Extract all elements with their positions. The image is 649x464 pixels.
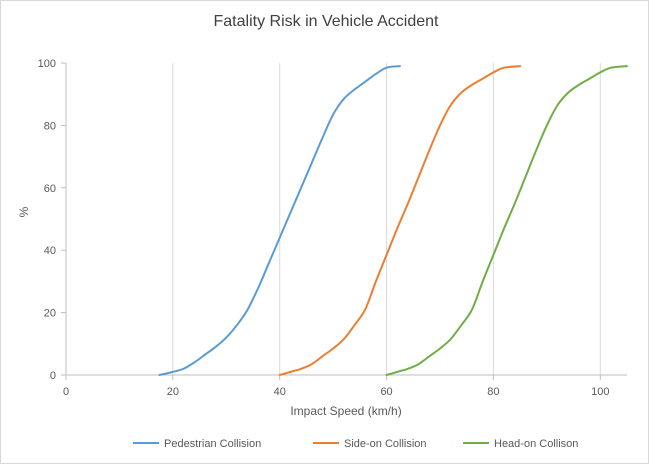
- series-line-2: [385, 65, 628, 376]
- x-tick-label: 60: [380, 386, 392, 398]
- legend-label: Head-on Collison: [494, 438, 578, 450]
- y-tick-label: 20: [44, 308, 56, 320]
- tick-labels: 0 20 40 60 80 100 0 20 40 60 80 100: [38, 58, 610, 398]
- grid-lines: [172, 63, 601, 375]
- legend-item-1: Side-on Collision: [313, 438, 427, 450]
- y-tick-label: 100: [38, 58, 56, 70]
- x-tick-label: 100: [591, 386, 609, 398]
- x-tick-label: 80: [487, 386, 499, 398]
- y-tick-label: 60: [44, 183, 56, 195]
- y-axis-title: %: [17, 206, 31, 217]
- x-tick-label: 0: [63, 386, 69, 398]
- axes: [61, 62, 627, 380]
- y-tick-label: 80: [44, 120, 56, 132]
- x-axis-title: Impact Speed (km/h): [290, 404, 401, 418]
- series-line-1: [278, 65, 522, 376]
- legend-label: Pedestrian Collision: [164, 438, 261, 450]
- y-tick-label: 0: [50, 370, 56, 382]
- x-tick-label: 20: [167, 386, 179, 398]
- y-tick-label: 40: [44, 245, 56, 257]
- legend-item-2: Head-on Collison: [463, 438, 578, 450]
- legend: Pedestrian Collision Side-on Collision Hea…: [133, 438, 578, 450]
- legend-label: Side-on Collision: [344, 438, 427, 450]
- x-tick-label: 40: [274, 386, 286, 398]
- chart-title: Fatality Risk in Vehicle Accident: [214, 13, 440, 30]
- legend-item-0: Pedestrian Collision: [133, 438, 261, 450]
- series-line-0: [158, 65, 401, 376]
- series-lines: [158, 65, 628, 376]
